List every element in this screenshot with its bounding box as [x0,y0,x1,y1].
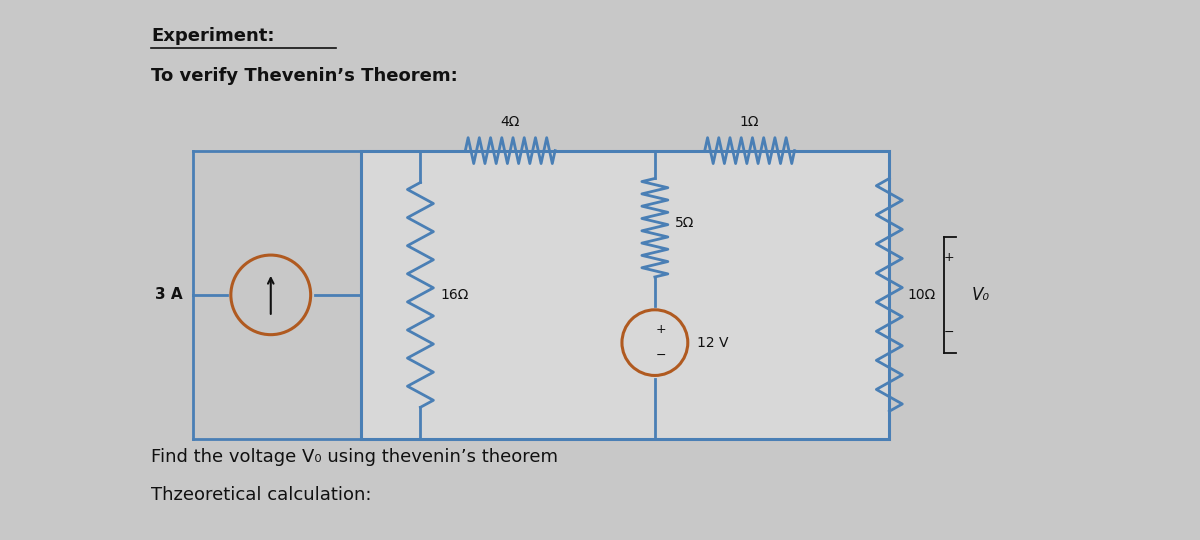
Text: +: + [944,251,954,264]
Text: Experiment:: Experiment: [151,27,275,45]
Text: V₀: V₀ [972,286,990,304]
Text: Thzeoretical calculation:: Thzeoretical calculation: [151,486,372,504]
Text: To verify Thevenin’s Theorem:: To verify Thevenin’s Theorem: [151,67,457,85]
Text: 1Ω: 1Ω [740,114,760,129]
Text: 3 A: 3 A [155,287,182,302]
Text: 10Ω: 10Ω [907,288,936,302]
Text: 12 V: 12 V [697,336,728,349]
Bar [360,151,889,439]
Text: −: − [944,326,954,339]
Text: 5Ω: 5Ω [674,216,695,230]
Text: 16Ω: 16Ω [440,288,469,302]
Text: +: + [655,323,666,336]
Text: −: − [655,349,666,362]
Text: 4Ω: 4Ω [500,114,520,129]
Text: Find the voltage V₀ using thevenin’s theorem: Find the voltage V₀ using thevenin’s the… [151,448,558,466]
